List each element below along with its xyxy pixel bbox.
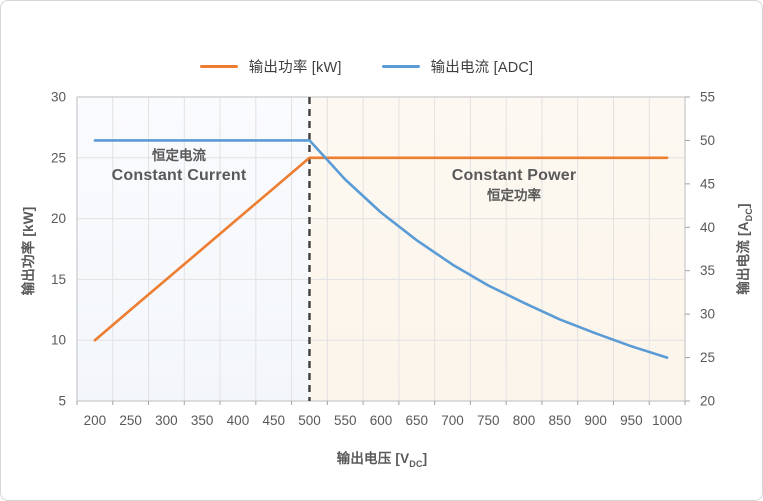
x-axis-title-text: 输出电压 [V [336, 451, 410, 467]
x-tick-label: 450 [262, 413, 285, 428]
left-tick-label: 15 [51, 272, 66, 287]
x-axis-title: 输出电压 [VDC] [337, 447, 428, 469]
legend-label-output-power: 输出功率 [kW] [248, 60, 342, 76]
x-tick-label: 500 [298, 413, 321, 428]
left-tick-label: 5 [58, 394, 66, 409]
x-tick-label: 200 [84, 413, 107, 428]
constant-power-region [309, 97, 685, 401]
legend-label-output-current: 输出电流 [ADC] [430, 60, 534, 76]
right-axis-tick-labels: 20 25 30 35 40 45 50 55 [700, 90, 715, 409]
x-tick-label: 300 [155, 413, 178, 428]
x-tick-label: 900 [584, 413, 607, 428]
constant-current-region [77, 97, 310, 401]
power-line-swatch [199, 65, 238, 68]
constant-current-label-cn: 恒定电流 [151, 148, 206, 163]
x-tick-label: 700 [441, 413, 464, 428]
right-axis-title-text: 输出电流 [A [736, 221, 752, 295]
left-axis-tick-labels: 5 10 15 20 25 30 [51, 90, 66, 409]
constant-power-annotation: Constant Power 恒定功率 [452, 165, 577, 205]
x-axis-title-bracket: ] [422, 451, 428, 467]
x-tick-labels: 200 250 300 350 400 450 500 550 600 650 700 750 800 8… [84, 413, 683, 428]
current-series-line[interactable] [93, 139, 669, 359]
x-tick-label: 400 [227, 413, 250, 428]
x-tick-label: 650 [405, 413, 428, 428]
current-line-swatch [381, 65, 420, 68]
right-tick-label: 45 [700, 176, 715, 191]
left-axis-title-text: 输出功率 [kW] [21, 206, 36, 296]
plot-region-backgrounds [77, 97, 685, 401]
right-tick-label: 55 [700, 90, 715, 105]
x-tick-label: 350 [191, 413, 214, 428]
gridlines [76, 96, 686, 402]
left-tick-label: 25 [51, 150, 66, 165]
right-axis-title-subscript: DC [743, 207, 754, 222]
left-tick-label: 10 [51, 333, 66, 348]
legend-item-output-current[interactable]: 输出电流 [ADC] [381, 56, 534, 77]
x-tick-label: 550 [334, 413, 357, 428]
x-tick-label: 250 [119, 413, 142, 428]
axis-tick-marks [76, 96, 690, 405]
x-tick-label: 750 [477, 413, 500, 428]
right-tick-label: 20 [700, 394, 715, 409]
right-axis-title-bracket: ] [736, 203, 752, 208]
x-tick-label: 950 [620, 413, 643, 428]
x-tick-label: 600 [370, 413, 393, 428]
power-series-line[interactable] [93, 156, 669, 342]
legend-item-output-power[interactable]: 输出功率 [kW] [199, 56, 342, 77]
constant-current-annotation: 恒定电流 Constant Current [112, 147, 247, 187]
left-axis-title: 输出功率 [kW] [17, 207, 37, 296]
constant-current-label-en: Constant Current [111, 167, 247, 185]
right-tick-label: 35 [700, 263, 715, 278]
right-tick-label: 30 [700, 307, 715, 322]
right-tick-label: 25 [700, 350, 715, 365]
constant-power-label-cn: 恒定功率 [487, 187, 541, 203]
x-axis-title-subscript: DC [409, 458, 423, 469]
x-tick-label: 800 [513, 413, 536, 428]
right-tick-label: 50 [700, 133, 715, 148]
chart-legend: 输出功率 [kW] 输出电流 [ADC] [1, 56, 762, 77]
constant-power-label-en: Constant Power [451, 167, 577, 184]
right-tick-label: 40 [700, 220, 715, 235]
right-axis-title: 输出电流 [ADC] [732, 203, 754, 295]
left-tick-label: 20 [51, 211, 66, 226]
x-tick-label: 1000 [652, 413, 682, 428]
plot-border [76, 96, 686, 402]
x-tick-label: 850 [549, 413, 572, 428]
left-tick-label: 30 [51, 90, 66, 105]
